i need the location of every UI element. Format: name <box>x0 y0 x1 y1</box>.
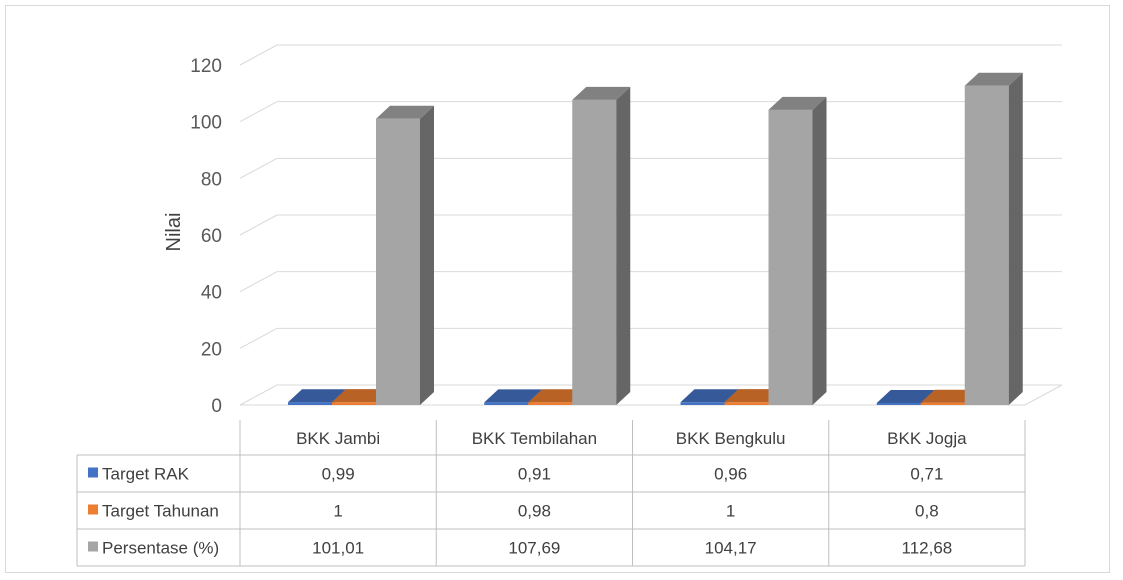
data-label: 101,01 <box>312 539 364 558</box>
x-tick-label: BKK Jogja <box>887 429 967 448</box>
y-axis-label: Nilai <box>163 213 185 252</box>
bar <box>528 402 573 405</box>
data-label: 1 <box>726 502 735 521</box>
data-label: 0,99 <box>322 465 355 484</box>
legend-swatch <box>88 467 98 478</box>
gridlines <box>239 44 1063 406</box>
bar-top <box>572 86 631 100</box>
y-tick-label: 0 <box>211 396 222 417</box>
gridline-diagonal <box>239 44 278 66</box>
chart-frame <box>5 5 1110 573</box>
bar-side <box>616 86 631 406</box>
data-label: 0,71 <box>910 465 943 484</box>
x-tick-label: BKK Bengkulu <box>676 429 786 448</box>
bar <box>876 402 921 405</box>
y-tick-label: 80 <box>201 169 222 190</box>
bars <box>288 72 1023 406</box>
y-axis-ticks: 0 20 40 60 80 100 120 <box>190 56 222 417</box>
bar-top <box>964 72 1023 86</box>
bar <box>572 99 617 406</box>
gridline-diagonal <box>239 157 278 179</box>
y-tick-label: 100 <box>190 113 222 134</box>
legend-swatch <box>88 541 98 552</box>
gridline-diagonal <box>239 327 278 349</box>
bar <box>964 85 1009 406</box>
bar-top <box>920 389 979 403</box>
data-label: 0,98 <box>518 502 551 521</box>
gridline-diagonal <box>239 271 278 293</box>
x-tick-label: BKK Jambi <box>296 429 380 448</box>
bar <box>724 402 769 405</box>
legend-label: Target Tahunan <box>102 502 219 521</box>
bar-side <box>812 96 827 405</box>
bar-top <box>376 105 434 119</box>
bar <box>484 402 529 405</box>
data-label: 112,68 <box>902 539 953 558</box>
data-label: 1 <box>333 502 342 521</box>
bar <box>288 402 332 405</box>
y-tick-label: 60 <box>201 226 222 247</box>
bar <box>920 402 965 405</box>
bar-top <box>724 389 783 403</box>
data-label: 0,8 <box>915 502 939 521</box>
legend-swatch <box>88 504 98 515</box>
bar-side <box>1008 72 1023 406</box>
legend-label: Target RAK <box>102 465 190 484</box>
bar <box>768 109 813 405</box>
bar <box>376 118 420 406</box>
data-label: 0,96 <box>714 465 747 484</box>
data-table: BKK Jambi BKK Tembilahan BKK Bengkulu BKK J… <box>76 420 1026 567</box>
bar-top <box>768 96 827 110</box>
bar-side <box>420 105 434 406</box>
bar-top <box>288 389 346 403</box>
bar-top <box>680 389 739 403</box>
bar-top <box>484 389 543 403</box>
bar-top <box>528 389 587 403</box>
gridline-diagonal <box>239 214 278 236</box>
data-label: 107,69 <box>508 539 560 558</box>
data-label: 104,17 <box>705 539 757 558</box>
bar-top <box>876 389 935 403</box>
bar <box>680 402 725 405</box>
bar-top <box>332 389 390 403</box>
legend-label: Persentase (%) <box>102 539 219 558</box>
y-tick-label: 20 <box>201 339 222 360</box>
y-tick-label: 40 <box>201 283 222 304</box>
bar <box>332 402 376 405</box>
x-tick-label: BKK Tembilahan <box>472 429 597 448</box>
data-label: 0,91 <box>518 465 551 484</box>
y-tick-label: 120 <box>190 56 222 77</box>
gridline-diagonal <box>239 101 278 123</box>
